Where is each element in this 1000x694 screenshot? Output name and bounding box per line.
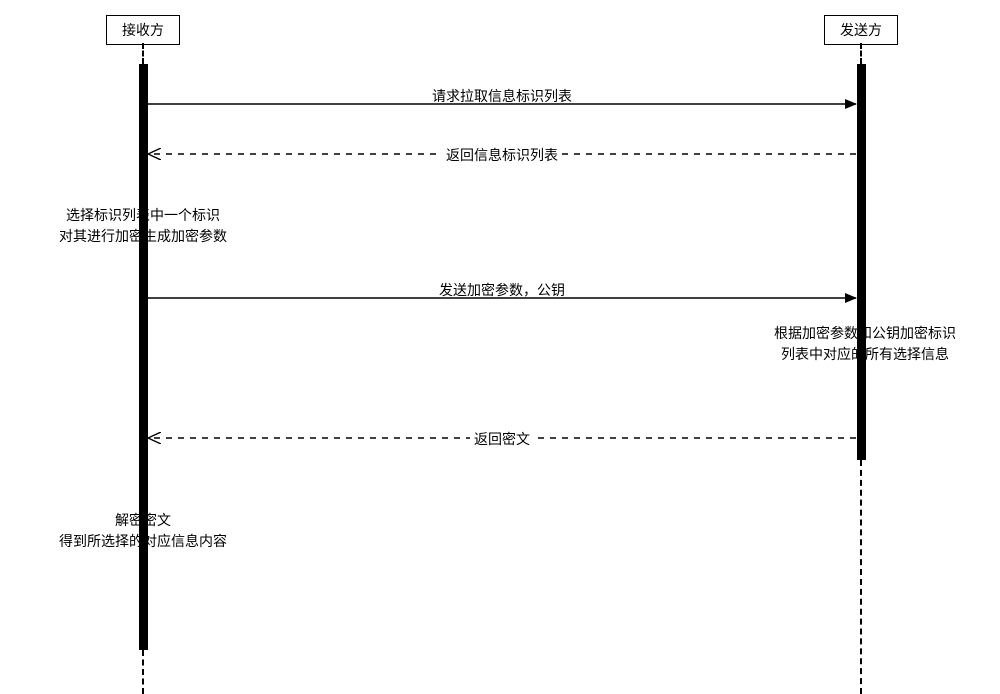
participant-sender-label: 发送方 — [840, 22, 882, 38]
self-note-n2-line2: 列表中对应的所有选择信息 — [755, 344, 975, 365]
self-note-n3: 解密密文 得到所选择的对应信息内容 — [38, 510, 248, 552]
self-note-n3-line1: 解密密文 — [38, 510, 248, 531]
message-m4-label: 返回密文 — [470, 429, 534, 449]
participant-sender: 发送方 — [824, 15, 898, 45]
self-note-n1: 选择标识列表中一个标识 对其进行加密生成加密参数 — [38, 205, 248, 247]
lifeline-sender-dash-bottom — [860, 460, 862, 694]
lifeline-receiver-dash-bottom — [142, 650, 144, 694]
message-m3-label: 发送加密参数，公钥 — [439, 280, 565, 300]
self-note-n2-line1: 根据加密参数和公钥加密标识 — [755, 323, 975, 344]
self-note-n3-line2: 得到所选择的对应信息内容 — [38, 531, 248, 552]
message-m2-label: 返回信息标识列表 — [442, 145, 562, 165]
activation-sender — [857, 64, 866, 460]
activation-receiver — [139, 64, 148, 650]
sequence-diagram: 接收方 发送方 请求拉取信息标识列表 返回信息标识列表 — [0, 0, 1000, 694]
self-note-n2: 根据加密参数和公钥加密标识 列表中对应的所有选择信息 — [755, 323, 975, 365]
self-note-n1-line1: 选择标识列表中一个标识 — [38, 205, 248, 226]
lifeline-sender-dash-top — [860, 43, 862, 64]
lifeline-receiver-dash-top — [142, 43, 144, 64]
participant-receiver: 接收方 — [106, 15, 180, 45]
self-note-n1-line2: 对其进行加密生成加密参数 — [38, 226, 248, 247]
participant-receiver-label: 接收方 — [122, 22, 164, 38]
message-m1-label: 请求拉取信息标识列表 — [432, 86, 572, 106]
